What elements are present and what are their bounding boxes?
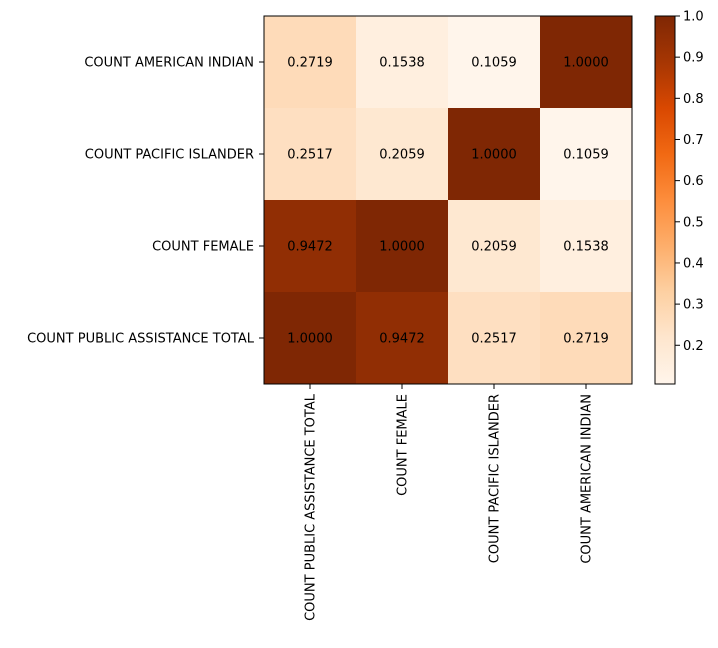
y-tick-label: COUNT PUBLIC ASSISTANCE TOTAL [27, 332, 255, 347]
colorbar-ticks: 0.2 0.3 0.4 0.5 0.6 0.7 0.8 0.9 1.0 [675, 10, 704, 354]
heatmap-cell [356, 16, 449, 109]
heatmap-cell [448, 292, 541, 385]
cell-value-label: 0.1059 [563, 148, 609, 163]
colorbar-tick-label: 0.5 [683, 215, 704, 230]
colorbar-tick-label: 0.8 [683, 92, 704, 107]
cell-value-label: 1.0000 [563, 56, 609, 71]
heatmap-cell [540, 16, 633, 109]
x-tick-label: COUNT PACIFIC ISLANDER [488, 394, 503, 563]
cell-value-label: 0.2719 [287, 56, 333, 71]
y-tick-label: COUNT AMERICAN INDIAN [84, 56, 254, 71]
heatmap-cell [540, 108, 633, 201]
y-axis: COUNT AMERICAN INDIAN COUNT PACIFIC ISLAN… [27, 56, 264, 347]
heatmap-cell-labels: 0.2719 0.1538 0.1059 1.0000 0.2517 0.2059 1.00… [287, 56, 609, 347]
heatmap-cell [264, 108, 357, 201]
cell-value-label: 1.0000 [287, 332, 333, 347]
cell-value-label: 0.1538 [563, 240, 609, 255]
x-tick-label: COUNT AMERICAN INDIAN [580, 394, 595, 564]
cell-value-label: 0.9472 [379, 332, 425, 347]
y-tick-label: COUNT PACIFIC ISLANDER [85, 148, 254, 163]
cell-value-label: 0.1538 [379, 56, 425, 71]
heatmap-cell [540, 200, 633, 293]
heatmap-cell [264, 16, 357, 109]
cell-value-label: 1.0000 [379, 240, 425, 255]
heatmap-cell [264, 200, 357, 293]
cell-value-label: 1.0000 [471, 148, 517, 163]
heatmap-cell [448, 200, 541, 293]
heatmap-cell [264, 292, 357, 385]
heatmap-cell [448, 108, 541, 201]
heatmap-cell [356, 200, 449, 293]
cell-value-label: 0.2719 [563, 332, 609, 347]
colorbar-tick-label: 1.0 [683, 10, 704, 25]
colorbar-tick-label: 0.3 [683, 298, 704, 313]
heatmap-frame [263, 15, 633, 385]
heatmap-cell [356, 108, 449, 201]
cell-value-label: 0.2059 [379, 148, 425, 163]
x-axis: COUNT PUBLIC ASSISTANCE TOTAL COUNT FEMAL… [304, 384, 595, 621]
x-tick-label: COUNT PUBLIC ASSISTANCE TOTAL [304, 393, 319, 621]
colorbar [654, 15, 676, 385]
x-tick-label: COUNT FEMALE [396, 394, 411, 496]
colorbar-tick-label: 0.6 [683, 174, 704, 189]
colorbar-tick-label: 0.9 [683, 51, 704, 66]
heatmap-cells [264, 16, 633, 385]
y-tick-label: COUNT FEMALE [152, 240, 254, 255]
cell-value-label: 0.2517 [287, 148, 333, 163]
colorbar-tick-label: 0.7 [683, 133, 704, 148]
colorbar-tick-label: 0.4 [683, 256, 704, 271]
heatmap-cell [448, 16, 541, 109]
colorbar-tick-label: 0.2 [683, 339, 704, 354]
heatmap-cell [356, 292, 449, 385]
cell-value-label: 0.9472 [287, 240, 333, 255]
cell-value-label: 0.1059 [471, 56, 517, 71]
cell-value-label: 0.2517 [471, 332, 517, 347]
cell-value-label: 0.2059 [471, 240, 517, 255]
heatmap-cell [540, 292, 633, 385]
